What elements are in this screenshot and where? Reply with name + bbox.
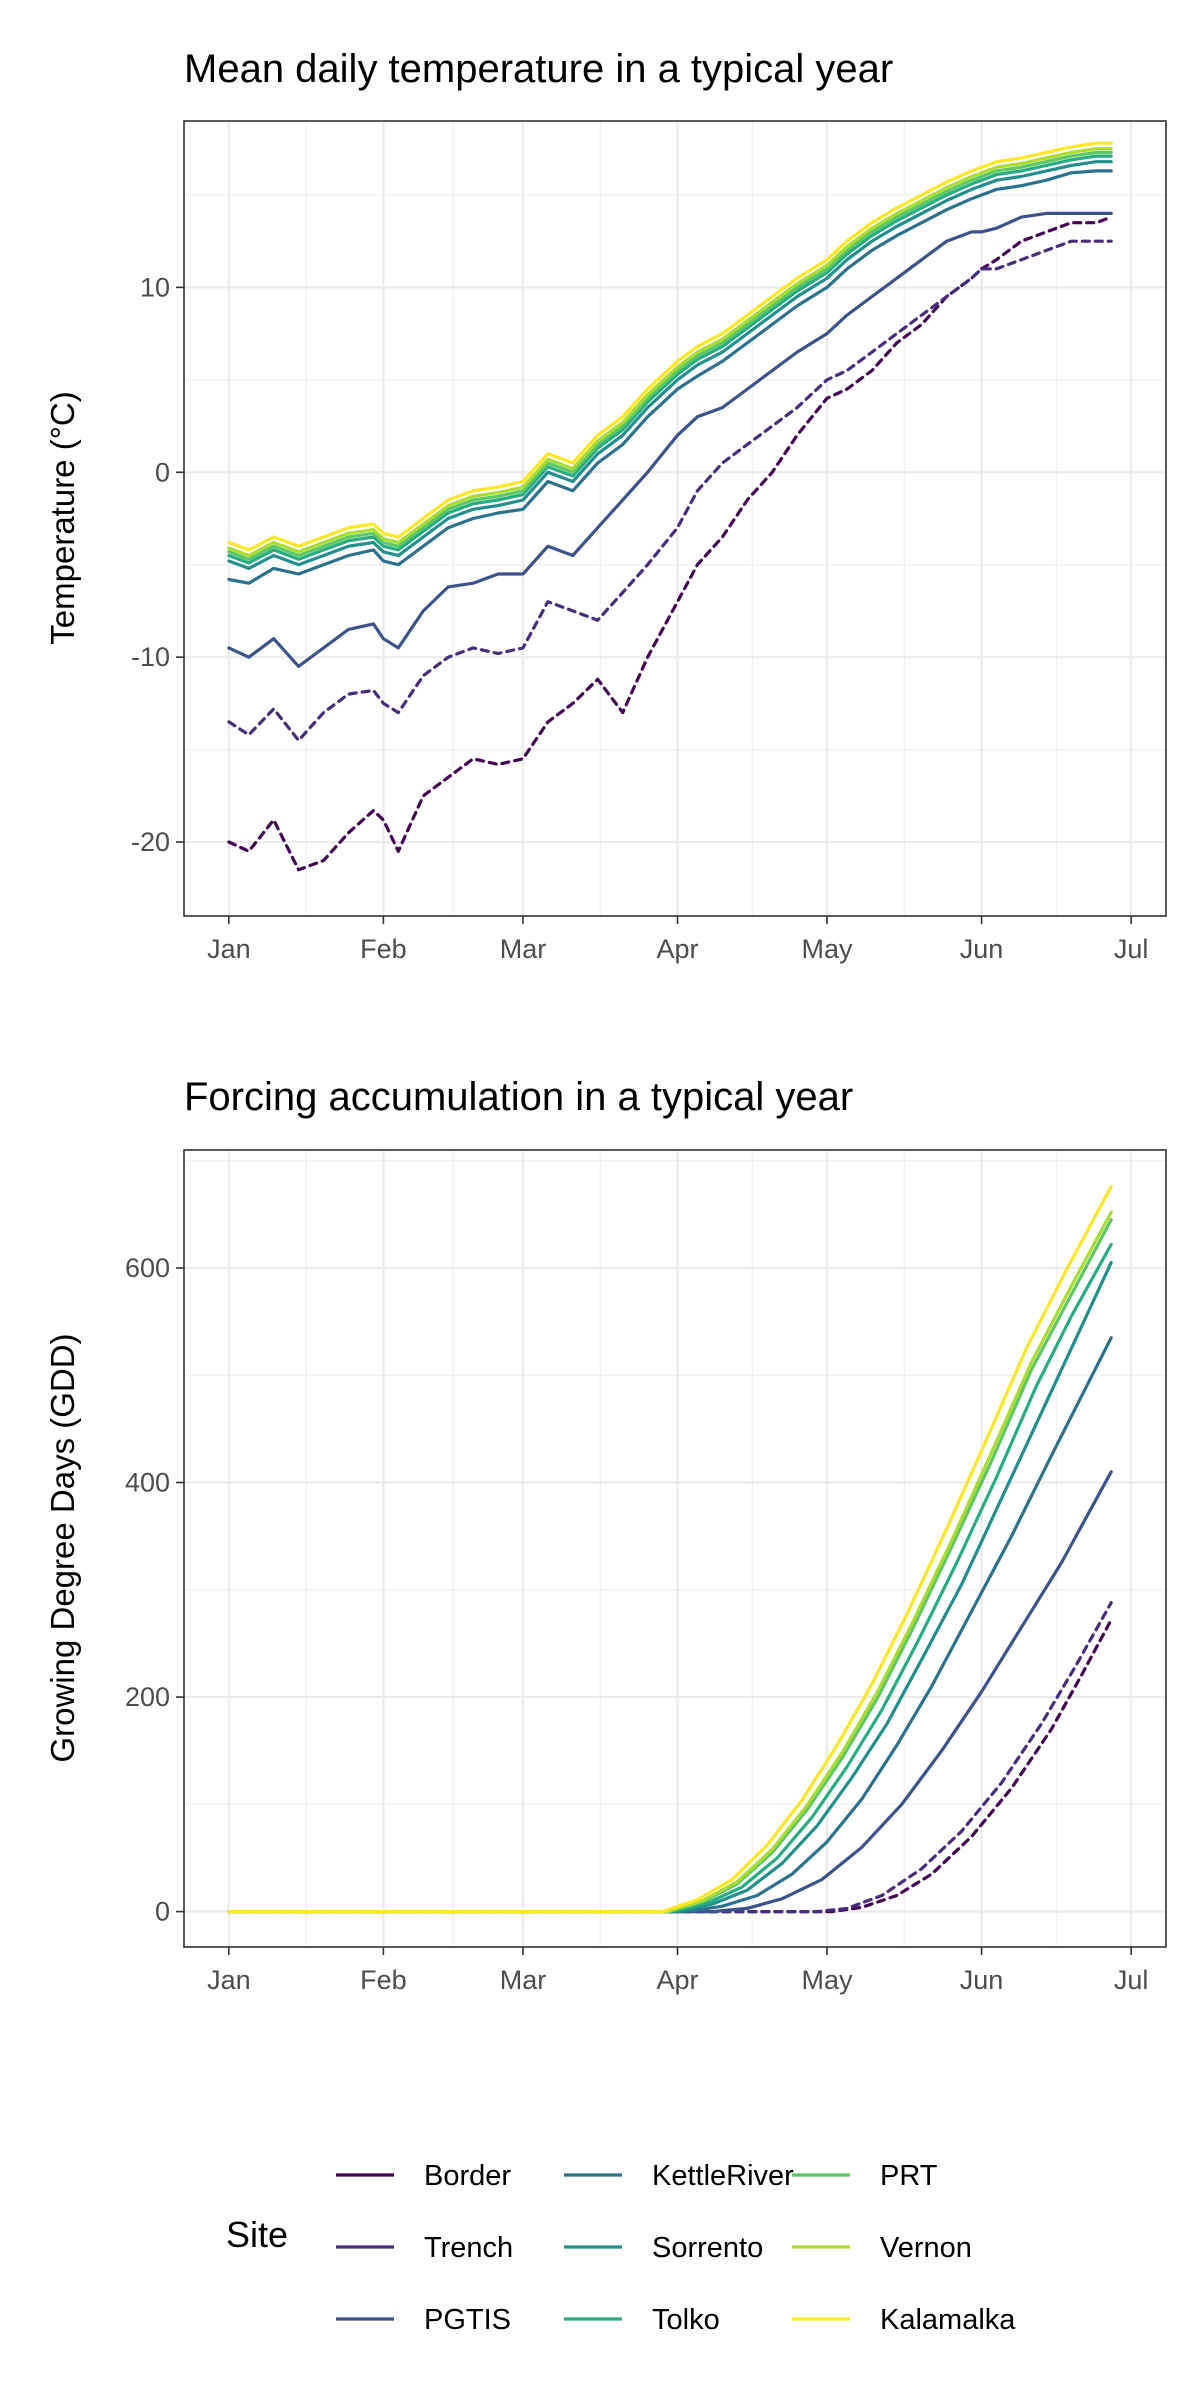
gdd-panel-border	[183, 1149, 1167, 1948]
x-tick-label: Mar	[500, 934, 547, 964]
temperature-y-axis: 10 0 -10 -20	[131, 272, 184, 857]
gdd-y-axis-title: Growing Degree Days (GDD)	[44, 1333, 81, 1762]
x-tick-label: Jul	[1114, 1965, 1149, 1995]
temperature-grid	[184, 121, 1166, 916]
series-line-kettleriver	[227, 169, 1113, 585]
x-tick-label: May	[802, 934, 854, 964]
series-line-sorrento	[227, 1261, 1113, 1914]
series-line-kalamalka	[227, 1184, 1113, 1914]
x-tick-label: Feb	[360, 1965, 407, 1995]
temperature-panel-border	[183, 120, 1167, 917]
series-line-pgtis	[227, 211, 1113, 668]
temperature-chart: Mean daily temperature in a typical year…	[44, 47, 1167, 964]
temperature-series	[227, 141, 1113, 872]
legend-item-label: PRT	[880, 2160, 938, 2192]
legend-item-label: Tolko	[652, 2304, 720, 2336]
x-tick-label: Jan	[207, 1965, 251, 1995]
y-tick-label: -10	[131, 642, 170, 672]
x-tick-label: Jan	[207, 934, 251, 964]
series-line-pgtis	[227, 1470, 1113, 1914]
legend-item-border: Border	[336, 2160, 511, 2192]
series-line-kalamalka	[227, 141, 1113, 552]
legend-item-kettleriver: KettleRiver	[564, 2160, 794, 2192]
x-tick-label: Jun	[960, 934, 1004, 964]
legend-item-kalamalka: Kalamalka	[792, 2304, 1016, 2336]
series-line-tolko	[227, 154, 1113, 565]
x-tick-label: Jun	[960, 1965, 1004, 1995]
series-line-trench	[227, 239, 1113, 742]
legend-items: Border Trench PGTIS KettleRiver Sorrento Tolk…	[336, 2160, 1016, 2336]
legend-item-label: Vernon	[880, 2232, 972, 2264]
legend-item-label: KettleRiver	[652, 2160, 794, 2192]
legend-item-label: Kalamalka	[880, 2304, 1016, 2336]
legend-item-label: Trench	[424, 2232, 513, 2264]
temperature-y-axis-title: Temperature (°C)	[44, 391, 81, 644]
legend-item-prt: PRT	[792, 2160, 938, 2192]
x-tick-label: Jul	[1114, 934, 1149, 964]
y-tick-label: 600	[125, 1253, 170, 1283]
gdd-chart-title: Forcing accumulation in a typical year	[184, 1075, 853, 1119]
y-tick-label: 10	[140, 272, 170, 302]
series-line-trench	[227, 1601, 1113, 1914]
y-tick-label: 0	[155, 457, 170, 487]
gdd-series	[227, 1184, 1113, 1914]
gdd-chart: Forcing accumulation in a typical year J…	[44, 1075, 1167, 1995]
legend: Site Border Trench PGTIS KettleRiver Sorrent…	[226, 2160, 1016, 2336]
series-line-vernon	[227, 147, 1113, 558]
x-tick-label: Apr	[656, 934, 698, 964]
y-tick-label: 0	[155, 1897, 170, 1927]
y-tick-label: 200	[125, 1682, 170, 1712]
x-tick-label: May	[802, 1965, 854, 1995]
legend-item-vernon: Vernon	[792, 2232, 972, 2264]
gdd-y-axis: 0 200 400 600	[125, 1253, 184, 1927]
legend-item-pgtis: PGTIS	[336, 2304, 511, 2336]
temperature-plot-panel	[184, 121, 1166, 916]
gdd-plot-panel	[184, 1150, 1166, 1947]
series-line-kettleriver	[227, 1336, 1113, 1914]
legend-item-tolko: Tolko	[564, 2304, 720, 2336]
series-line-sorrento	[227, 160, 1113, 570]
legend-title: Site	[226, 2214, 288, 2255]
y-tick-label: 400	[125, 1468, 170, 1498]
series-line-prt	[227, 150, 1113, 561]
x-tick-label: Apr	[656, 1965, 698, 1995]
series-line-tolko	[227, 1242, 1113, 1914]
x-tick-label: Mar	[500, 1965, 547, 1995]
y-tick-label: -20	[131, 827, 170, 857]
legend-item-label: Sorrento	[652, 2232, 763, 2264]
gdd-x-axis: Jan Feb Mar Apr May Jun Jul	[207, 1947, 1148, 1995]
legend-item-sorrento: Sorrento	[564, 2232, 763, 2264]
legend-item-trench: Trench	[336, 2232, 513, 2264]
temperature-x-axis: Jan Feb Mar Apr May Jun Jul	[207, 916, 1148, 964]
series-line-vernon	[227, 1210, 1113, 1914]
legend-item-label: PGTIS	[424, 2304, 511, 2336]
legend-item-label: Border	[424, 2160, 511, 2192]
x-tick-label: Feb	[360, 934, 407, 964]
temperature-chart-title: Mean daily temperature in a typical year	[184, 47, 893, 91]
